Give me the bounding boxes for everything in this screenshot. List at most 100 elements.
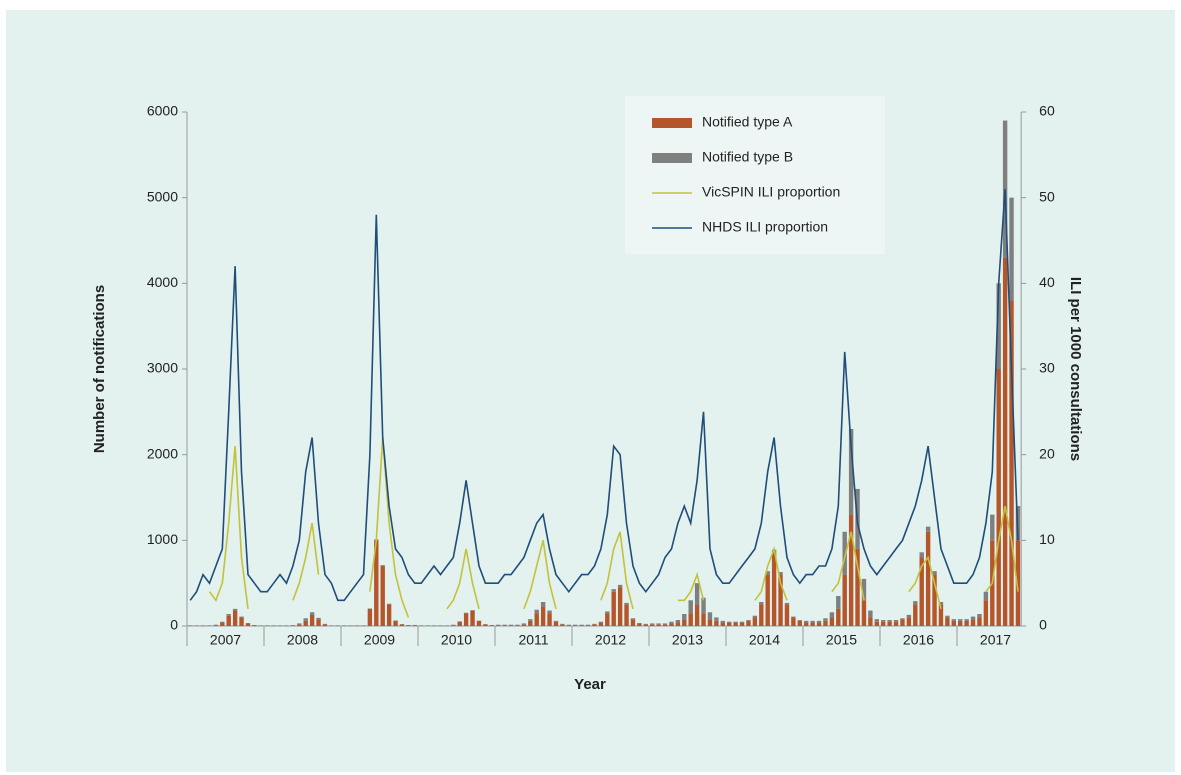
y2-tick-label: 30 xyxy=(1039,360,1055,376)
bar xyxy=(232,610,238,626)
bar xyxy=(598,621,604,623)
bar xyxy=(624,604,629,626)
bar xyxy=(316,617,321,620)
bar xyxy=(592,624,597,626)
bar xyxy=(1002,257,1008,626)
bar xyxy=(406,625,411,626)
bar xyxy=(707,619,713,626)
bar xyxy=(816,622,822,626)
bar xyxy=(470,610,475,626)
bar xyxy=(765,571,770,575)
bar xyxy=(983,591,989,601)
bar xyxy=(239,616,244,618)
bar xyxy=(752,617,758,626)
bar xyxy=(297,623,302,625)
bar xyxy=(374,540,379,626)
bar xyxy=(682,614,687,620)
bar xyxy=(252,625,257,626)
bar xyxy=(733,621,738,623)
bar xyxy=(682,619,687,626)
bar xyxy=(573,625,578,626)
x-tick-label: 2013 xyxy=(672,632,703,648)
bar xyxy=(919,557,924,626)
bar xyxy=(643,624,648,626)
bar xyxy=(861,600,867,626)
bar xyxy=(528,620,533,626)
bar xyxy=(463,613,469,626)
bar xyxy=(617,587,623,626)
bar xyxy=(669,621,674,624)
bar xyxy=(701,613,706,626)
x-axis-title: Year xyxy=(574,676,606,693)
y2-tick-label: 0 xyxy=(1039,617,1047,633)
bar xyxy=(714,620,719,626)
bar xyxy=(303,620,308,626)
bar xyxy=(694,604,700,626)
bar xyxy=(521,623,527,625)
bar xyxy=(823,620,828,626)
bar xyxy=(560,624,565,626)
bar xyxy=(816,620,822,623)
bar xyxy=(881,621,886,626)
bar xyxy=(239,617,244,626)
bar xyxy=(1015,540,1021,626)
bar xyxy=(836,608,841,626)
bar xyxy=(367,608,373,626)
bar xyxy=(855,548,860,626)
bar xyxy=(804,620,809,623)
bar xyxy=(970,616,976,620)
bar xyxy=(688,613,693,626)
bar xyxy=(990,514,995,541)
bar xyxy=(823,618,828,621)
bar xyxy=(213,625,219,626)
bar xyxy=(1009,300,1014,626)
x-tick-label: 2012 xyxy=(595,632,626,648)
bar xyxy=(739,622,745,626)
bar xyxy=(951,619,956,621)
line xyxy=(189,189,1019,602)
bar xyxy=(701,597,706,614)
bar xyxy=(617,584,623,588)
bar xyxy=(694,583,700,605)
bar xyxy=(784,604,790,626)
bar xyxy=(733,622,738,626)
bar xyxy=(932,571,937,575)
bar xyxy=(810,622,815,626)
x-tick-label: 2016 xyxy=(903,632,934,648)
bar xyxy=(380,565,385,567)
bar xyxy=(547,613,552,626)
bar xyxy=(412,625,417,626)
bar xyxy=(932,574,937,626)
y-tick-label: 6000 xyxy=(147,103,178,119)
bar xyxy=(983,600,989,626)
bar xyxy=(874,619,879,622)
bar xyxy=(309,614,315,626)
bar xyxy=(746,620,751,621)
bar xyxy=(386,603,392,605)
bar xyxy=(887,621,892,626)
bar xyxy=(958,620,963,626)
bar xyxy=(624,602,629,605)
bar xyxy=(964,619,969,621)
bar xyxy=(451,625,456,626)
bar xyxy=(784,602,790,605)
bar xyxy=(842,531,847,575)
bar xyxy=(232,608,238,611)
bar xyxy=(528,619,533,621)
bar xyxy=(1009,197,1014,301)
legend-label: NHDS ILI proportion xyxy=(702,219,828,235)
bar xyxy=(925,526,931,532)
bar xyxy=(688,600,693,614)
bar xyxy=(900,618,905,621)
bar xyxy=(938,602,944,605)
bar xyxy=(521,624,527,626)
bar xyxy=(964,620,969,626)
x-tick-label: 2009 xyxy=(364,632,395,648)
bar xyxy=(605,611,610,614)
bar xyxy=(399,624,405,626)
y-tick-label: 0 xyxy=(170,617,178,633)
bar xyxy=(752,615,758,618)
bar xyxy=(945,615,950,618)
legend-swatch xyxy=(652,118,692,128)
bar xyxy=(765,574,770,626)
